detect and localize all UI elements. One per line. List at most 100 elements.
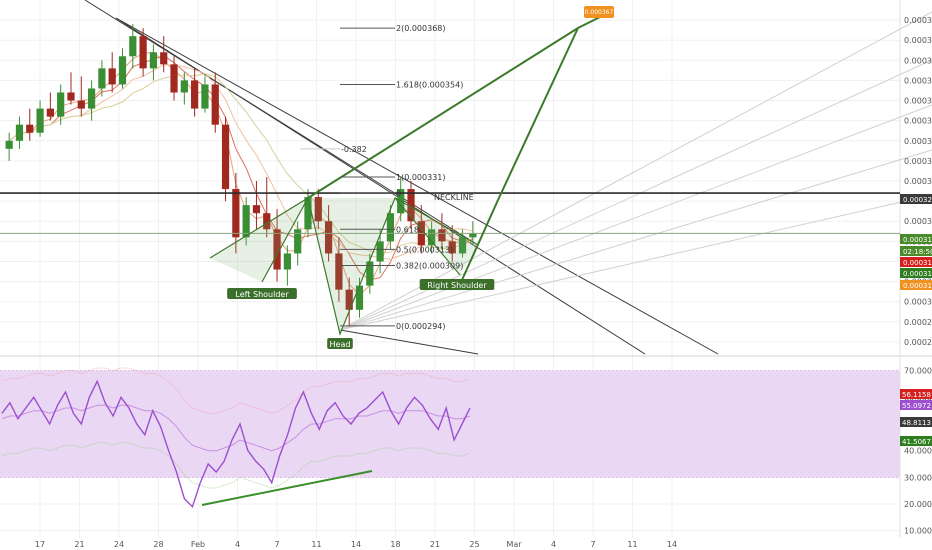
pattern-label: Head (330, 340, 351, 349)
fib-label: 2(0.000368) (396, 24, 446, 33)
rsi-badge-text: 41.5067 (902, 438, 931, 446)
pattern-label-bg (419, 279, 495, 290)
candle-body (108, 68, 116, 85)
rsi-badge (900, 417, 932, 427)
rsi-badge-text: 56.1158 (902, 391, 931, 399)
x-axis: 17 21 24 28 Feb 4 7 11 14 18 21 25 Mar 4 7 11 14 (35, 540, 677, 549)
x-tick-label: 4 (551, 540, 556, 549)
y-tick-label: 0.000365 (904, 36, 932, 45)
fib-label: 1.618(0.000354) (396, 80, 463, 89)
y-tick-label: 0.000300 (904, 298, 932, 307)
y-tick-label: 0.000295 (904, 318, 932, 327)
trend-line (339, 149, 932, 331)
candle-body (77, 100, 85, 109)
fib-levels: 2(0.000368) 1.618(0.000354) -0.382 1(0.0003… (300, 24, 463, 331)
fib-label: 0(0.000294) (396, 322, 446, 331)
candle-body (129, 36, 137, 57)
y-tick-label: 0.000330 (904, 177, 932, 186)
x-tick-label: 21 (74, 540, 84, 549)
rsi-lines (1, 367, 471, 508)
price-badge-text: 0.000327 (903, 196, 932, 204)
candle-body (283, 253, 291, 270)
candle-body (324, 221, 333, 254)
trend-line (339, 104, 932, 331)
candle-body (273, 229, 281, 270)
x-tick-label: 7 (274, 540, 279, 549)
x-tick-label: 14 (667, 540, 677, 549)
rsi-tick-label: 40.0000 (904, 447, 932, 456)
price-badge-text: 0.000313 (903, 282, 932, 290)
y-tick-label: 0.000290 (904, 338, 932, 347)
trend-line (339, 194, 932, 331)
y-tick-label: 0.000340 (904, 137, 932, 146)
pattern-label: Left Shoulder (235, 290, 289, 299)
candle-body (160, 52, 168, 65)
moving-average-line (8, 73, 474, 254)
candle-body (355, 285, 364, 310)
rsi-divergence-line (201, 470, 373, 506)
candle-body (191, 80, 199, 109)
candle-body (428, 229, 436, 246)
price-badge-text: 02:18:50 (903, 248, 932, 256)
rsi-upper-band (1, 367, 471, 414)
trend-line (339, 329, 479, 355)
target-label: 0.000367 (585, 9, 614, 16)
fib-label: -0.382 (341, 145, 367, 154)
price-badge (900, 246, 932, 256)
candle-body (98, 68, 106, 89)
rsi-ma-line (1, 404, 471, 452)
candle-body (67, 92, 75, 101)
candle-body (314, 197, 322, 222)
x-tick-label: 25 (469, 540, 479, 549)
candle-body (15, 124, 24, 141)
candle-body (263, 213, 271, 230)
y-tick-label: 0.000370 (904, 16, 932, 25)
price-badge (900, 280, 932, 290)
candles (5, 24, 477, 326)
rsi-badge (900, 436, 932, 446)
x-tick-label: 18 (390, 540, 400, 549)
candle-body (46, 108, 54, 117)
pattern-fill (210, 198, 308, 282)
fib-label: 0.382(0.000309) (396, 262, 463, 271)
rsi-tick-label: 10.0000 (904, 527, 932, 536)
x-tick-label: 21 (430, 540, 440, 549)
x-tick-label: 14 (351, 540, 361, 549)
pattern-label-bg (327, 338, 353, 349)
pattern-lines (209, 196, 479, 336)
candle-body (458, 237, 467, 254)
candle-body (118, 56, 127, 85)
candle-body (139, 36, 147, 69)
x-tick-label: 7 (590, 540, 595, 549)
price-badge (900, 268, 932, 278)
candle-body (252, 205, 261, 214)
fib-label: 0.618 (396, 225, 419, 234)
candle-body (201, 84, 209, 109)
candle-body (170, 64, 178, 93)
moving-averages (8, 51, 474, 296)
trend-line (115, 17, 719, 355)
candle-body (5, 140, 13, 149)
candle-body (26, 124, 34, 133)
rsi-tick-label: 70.0000 (904, 367, 932, 376)
y-tick-label: 0.000350 (904, 97, 932, 106)
rsi-tick-label: 30.0000 (904, 473, 932, 482)
y-tick-label: 0.000360 (904, 56, 932, 65)
candle-body (386, 213, 395, 242)
candle-body (36, 108, 44, 133)
moving-average-line (8, 51, 473, 296)
candle-body (242, 205, 250, 238)
x-tick-label: 11 (311, 540, 321, 549)
rsi-tick-label: 20.0000 (904, 500, 932, 509)
candle-body (87, 88, 96, 109)
candle-body (366, 261, 374, 286)
rsi-lower-band (1, 442, 471, 489)
x-tick-label: 11 (627, 540, 637, 549)
x-tick-label: 24 (114, 540, 124, 549)
rsi-badge-text: 55.0972 (902, 402, 931, 410)
rsi-badge (900, 389, 932, 399)
fib-label: 1(0.000331) (396, 173, 446, 182)
candle-body (376, 241, 384, 262)
